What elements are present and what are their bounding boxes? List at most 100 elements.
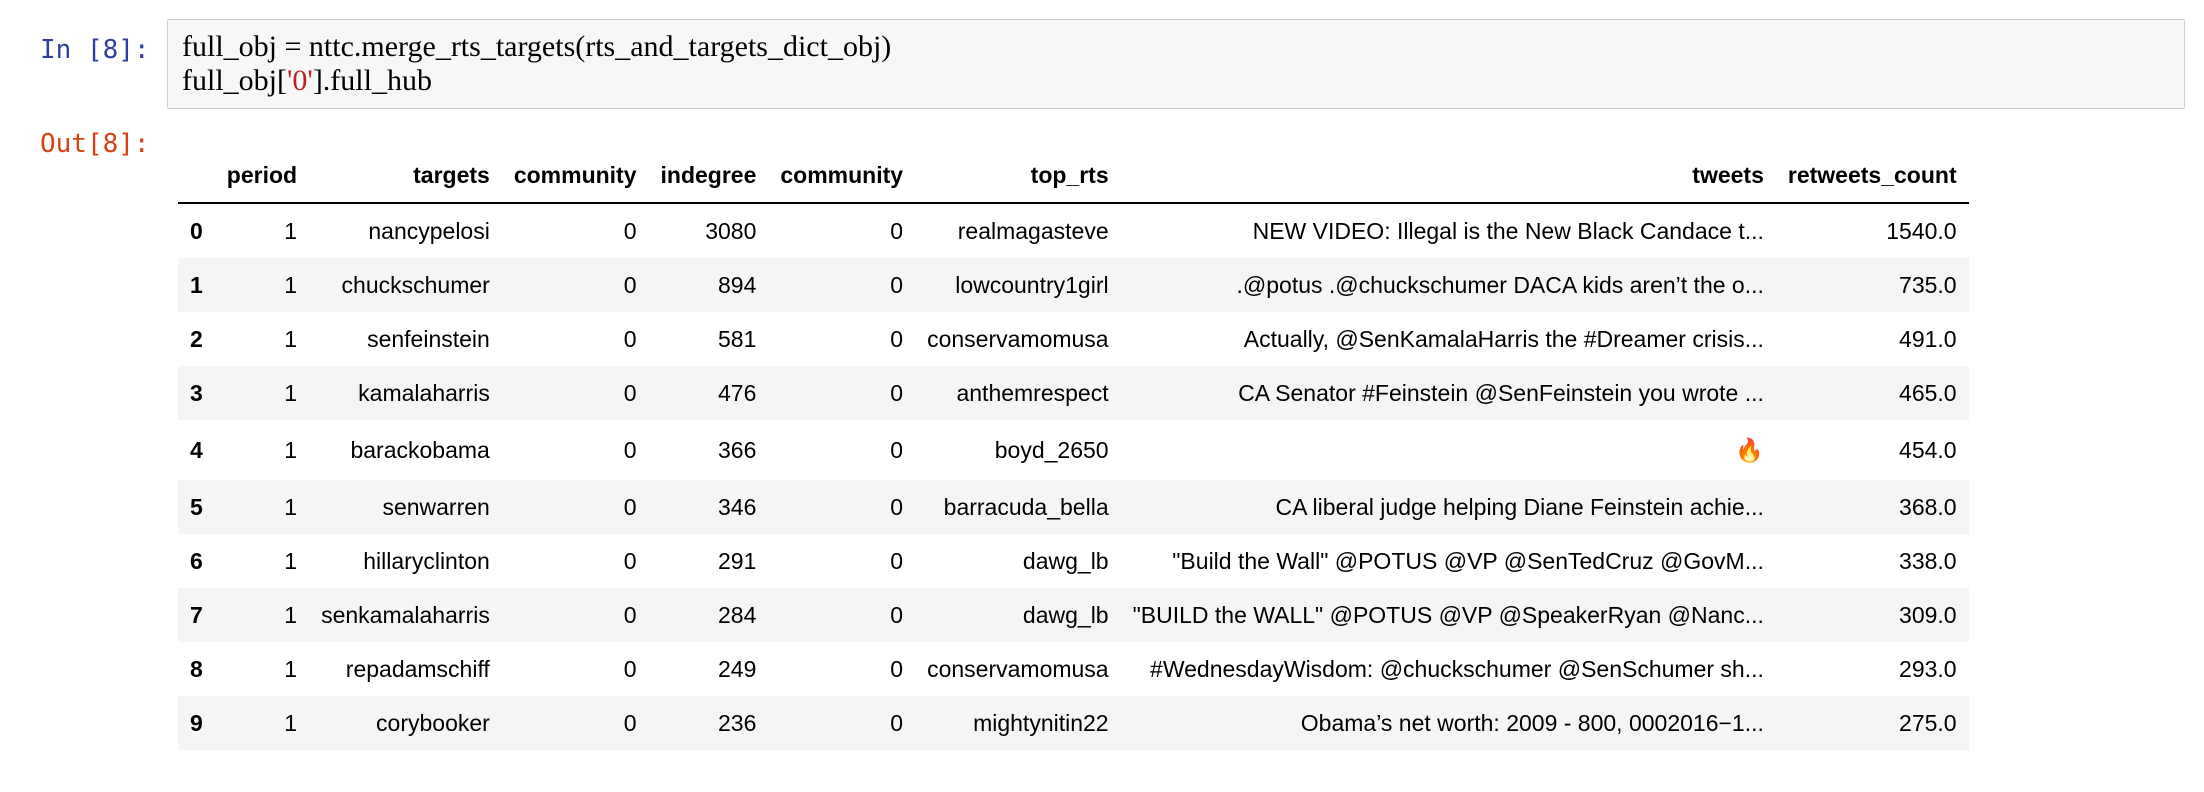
cell-targets: nancypelosi: [368, 217, 490, 244]
cell-targets: senkamalaharris: [321, 601, 490, 628]
header-indegree: indegree: [648, 148, 769, 204]
cell-top-rts: boyd_2650: [994, 436, 1109, 463]
cell-top-rts: conservamomusa: [927, 325, 1109, 352]
code-input-cell[interactable]: full_obj = nttc.merge_rts_targets(rts_an…: [167, 19, 2185, 109]
cell-community: 0: [623, 379, 637, 406]
output-prompt: Out[8]:: [40, 129, 150, 159]
cell-targets: barackobama: [350, 436, 490, 463]
table-row: 2 1 senfeinstein 0 581 0 conservamomusa …: [178, 312, 1969, 366]
cell-targets: corybooker: [376, 709, 490, 736]
table-row: 1 1 chuckschumer 0 894 0 lowcountry1girl…: [178, 258, 1969, 312]
cell-period: 1: [284, 379, 298, 406]
header-targets: targets: [309, 148, 502, 204]
cell-period: 1: [284, 325, 298, 352]
cell-community-2: 0: [890, 325, 904, 352]
header-index: [178, 148, 215, 204]
cell-community: 0: [623, 547, 637, 574]
table-row: 7 1 senkamalaharris 0 284 0 dawg_lb "BUI…: [178, 588, 1969, 642]
cell-top-rts: dawg_lb: [1022, 601, 1109, 628]
cell-tweets: .@potus .@chuckschumer DACA kids aren’t …: [1236, 271, 1764, 298]
row-index: 0: [190, 217, 203, 244]
cell-period: 1: [284, 493, 298, 520]
row-index: 8: [190, 655, 203, 682]
cell-community: 0: [623, 655, 637, 682]
table-row: 6 1 hillaryclinton 0 291 0 dawg_lb "Buil…: [178, 534, 1969, 588]
cell-top-rts: lowcountry1girl: [955, 271, 1109, 298]
header-community: community: [501, 148, 649, 204]
cell-indegree: 3080: [705, 217, 757, 244]
cell-community-2: 0: [890, 493, 904, 520]
cell-indegree: 476: [718, 379, 757, 406]
cell-community-2: 0: [890, 436, 904, 463]
cell-period: 1: [284, 217, 298, 244]
cell-tweets: 🔥: [1735, 436, 1764, 463]
cell-community-2: 0: [890, 709, 904, 736]
table-header-row: period targets community indegree commun…: [178, 148, 1969, 204]
cell-top-rts: realmagasteve: [957, 217, 1109, 244]
cell-indegree: 236: [718, 709, 757, 736]
cell-community-2: 0: [890, 655, 904, 682]
cell-community: 0: [623, 493, 637, 520]
cell-community-2: 0: [890, 379, 904, 406]
cell-retweets-count: 338.0: [1899, 547, 1957, 574]
cell-period: 1: [284, 547, 298, 574]
cell-community: 0: [623, 271, 637, 298]
table-row: 9 1 corybooker 0 236 0 mightynitin22 Oba…: [178, 696, 1969, 750]
cell-targets: hillaryclinton: [363, 547, 490, 574]
cell-retweets-count: 465.0: [1899, 379, 1957, 406]
cell-retweets-count: 293.0: [1899, 655, 1957, 682]
row-index: 1: [190, 271, 203, 298]
code-string-literal: '0': [287, 64, 313, 97]
cell-targets: senfeinstein: [367, 325, 490, 352]
cell-period: 1: [284, 709, 298, 736]
row-index: 2: [190, 325, 203, 352]
cell-community-2: 0: [890, 547, 904, 574]
cell-targets: senwarren: [382, 493, 490, 520]
cell-community-2: 0: [890, 601, 904, 628]
row-index: 4: [190, 436, 203, 463]
cell-community-2: 0: [890, 271, 904, 298]
cell-community: 0: [623, 217, 637, 244]
cell-period: 1: [284, 271, 298, 298]
cell-indegree: 346: [718, 493, 757, 520]
cell-retweets-count: 1540.0: [1886, 217, 1957, 244]
cell-indegree: 291: [718, 547, 757, 574]
row-index: 7: [190, 601, 203, 628]
code-line-1: full_obj = nttc.merge_rts_targets(rts_an…: [182, 30, 892, 63]
cell-tweets: "BUILD the WALL" @POTUS @VP @SpeakerRyan…: [1132, 601, 1764, 628]
cell-top-rts: anthemrespect: [956, 379, 1109, 406]
header-tweets: tweets: [1120, 148, 1776, 204]
cell-top-rts: barracuda_bella: [943, 493, 1109, 520]
cell-indegree: 581: [718, 325, 757, 352]
dataframe-table: period targets community indegree commun…: [178, 148, 1969, 750]
cell-community-2: 0: [890, 217, 904, 244]
cell-tweets: CA Senator #Feinstein @SenFeinstein you …: [1238, 379, 1764, 406]
cell-top-rts: mightynitin22: [973, 709, 1109, 736]
cell-targets: chuckschumer: [341, 271, 490, 298]
code-line-2-post: ].full_hub: [312, 64, 432, 97]
cell-tweets: CA liberal judge helping Diane Feinstein…: [1275, 493, 1764, 520]
cell-community: 0: [623, 436, 637, 463]
cell-community: 0: [623, 709, 637, 736]
cell-retweets-count: 454.0: [1899, 436, 1957, 463]
cell-targets: repadamschiff: [345, 655, 490, 682]
header-top-rts: top_rts: [915, 148, 1121, 204]
cell-indegree: 366: [718, 436, 757, 463]
cell-tweets: NEW VIDEO: Illegal is the New Black Cand…: [1252, 217, 1764, 244]
cell-top-rts: conservamomusa: [927, 655, 1109, 682]
cell-tweets: Actually, @SenKamalaHarris the #Dreamer …: [1243, 325, 1764, 352]
cell-retweets-count: 491.0: [1899, 325, 1957, 352]
code-line-2-pre: full_obj[: [182, 64, 287, 97]
row-index: 9: [190, 709, 203, 736]
cell-indegree: 284: [718, 601, 757, 628]
cell-period: 1: [284, 655, 298, 682]
header-period: period: [214, 148, 310, 204]
header-retweets-count: retweets_count: [1775, 148, 1969, 204]
table-row: 0 1 nancypelosi 0 3080 0 realmagasteve N…: [178, 203, 1969, 258]
code-line-2: full_obj['0'].full_hub: [182, 64, 2170, 98]
row-index: 3: [190, 379, 203, 406]
cell-retweets-count: 735.0: [1899, 271, 1957, 298]
cell-retweets-count: 275.0: [1899, 709, 1957, 736]
table-row: 5 1 senwarren 0 346 0 barracuda_bella CA…: [178, 480, 1969, 534]
cell-top-rts: dawg_lb: [1022, 547, 1109, 574]
